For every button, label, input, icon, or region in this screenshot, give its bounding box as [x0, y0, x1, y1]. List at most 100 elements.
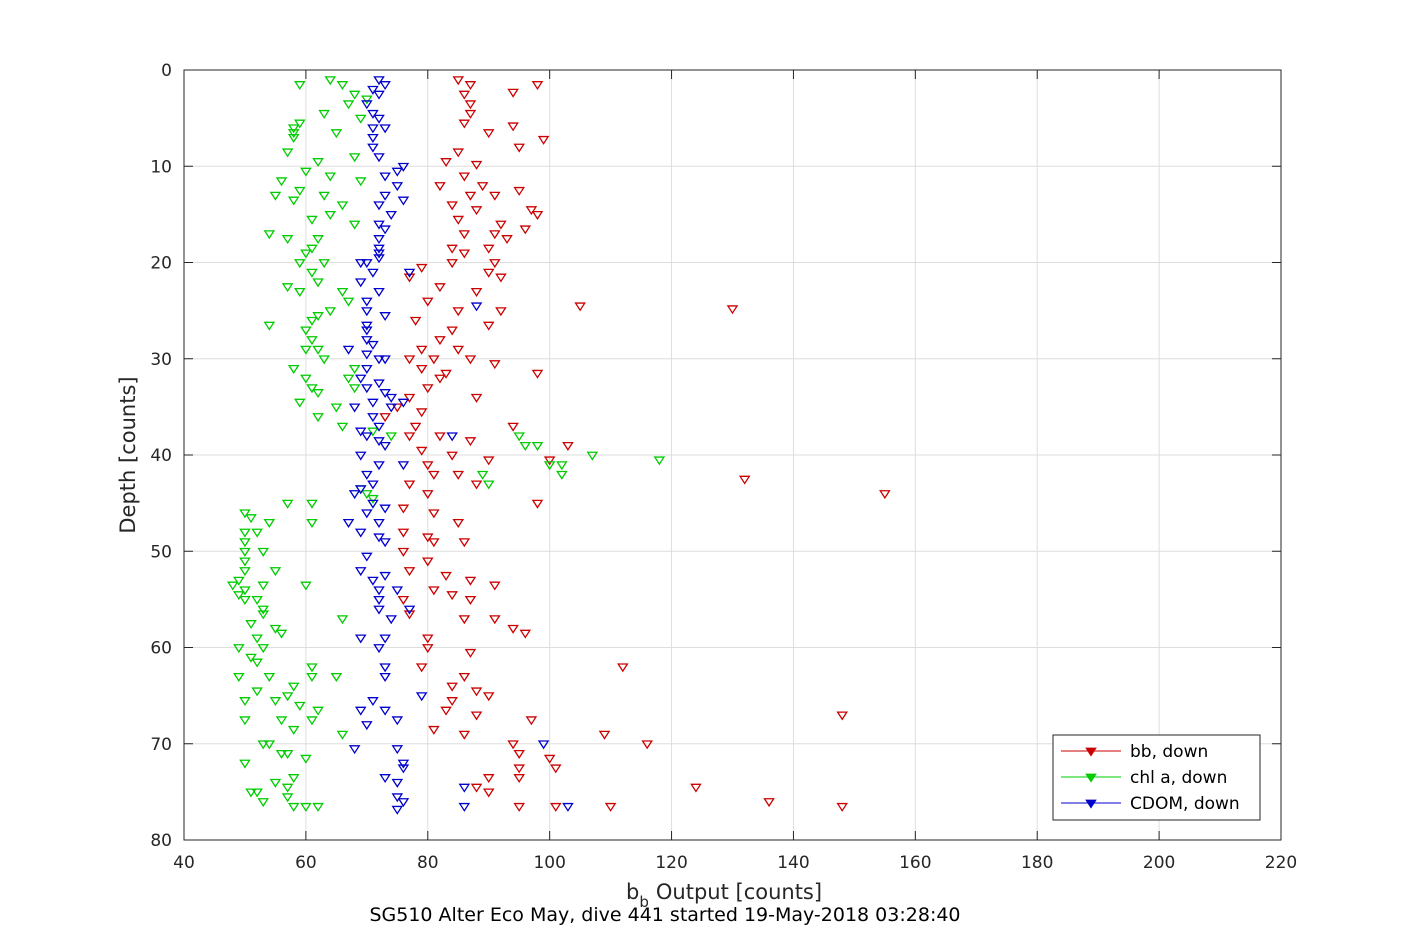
data-point: [361, 321, 373, 331]
data-point: [519, 629, 532, 639]
data-point: [269, 567, 282, 577]
data-point: [495, 307, 507, 317]
data-point: [385, 432, 398, 442]
data-point: [489, 191, 501, 201]
data-point: [403, 610, 416, 620]
data-point: [397, 547, 410, 557]
data-point: [330, 403, 343, 413]
data-point: [464, 576, 477, 586]
x-axis-title-prefix: b: [626, 880, 639, 904]
data-point: [549, 764, 562, 774]
data-point: [361, 364, 373, 374]
data-point: [464, 100, 477, 110]
data-point: [397, 196, 410, 206]
data-point: [428, 725, 440, 735]
data-point: [428, 509, 440, 519]
data-point: [452, 307, 465, 317]
data-point: [403, 605, 416, 615]
y-axis-title: Depth [counts]: [116, 376, 140, 533]
data-point: [275, 749, 288, 759]
data-point: [367, 494, 379, 504]
data-point: [336, 615, 349, 625]
data-point: [464, 109, 477, 119]
data-point: [361, 336, 373, 346]
legend: bb, down chl a, down CDOM, down: [1052, 734, 1261, 821]
data-point: [245, 514, 257, 524]
data-point: [470, 302, 483, 312]
data-point: [531, 210, 544, 220]
data-point: [537, 135, 550, 145]
data-point: [489, 259, 501, 269]
data-point: [836, 802, 848, 812]
data-point: [306, 244, 318, 254]
data-point: [458, 119, 471, 129]
data-point: [507, 422, 519, 432]
data-point: [281, 499, 294, 509]
data-point: [397, 162, 410, 172]
data-point: [239, 595, 251, 605]
data-point: [330, 129, 343, 139]
data-point: [336, 287, 349, 297]
data-point: [482, 480, 495, 490]
data-point: [415, 408, 428, 418]
y-tick-label: 70: [150, 735, 172, 755]
data-point: [415, 446, 428, 456]
data-point: [263, 518, 276, 528]
data-point: [233, 644, 245, 654]
data-point: [403, 355, 416, 365]
data-point: [348, 153, 361, 163]
data-point: [501, 235, 513, 245]
data-point: [300, 581, 312, 591]
data-point: [367, 85, 379, 95]
data-point: [421, 297, 434, 307]
data-point: [397, 504, 410, 514]
data-point: [531, 499, 544, 509]
x-axis: 40 60 80 100 120 140 160 180 200 220: [173, 70, 1297, 873]
data-point: [403, 273, 416, 283]
data-point: [300, 754, 312, 764]
data-point: [391, 778, 404, 788]
data-point: [470, 687, 483, 697]
data-point: [482, 788, 495, 798]
data-point: [312, 706, 324, 716]
data-point: [421, 490, 434, 500]
data-point: [367, 340, 379, 350]
data-point: [226, 581, 239, 591]
data-point: [251, 595, 263, 605]
data-point: [482, 268, 495, 278]
x-tick-label: 60: [295, 853, 317, 873]
data-point: [367, 109, 379, 119]
data-point: [300, 345, 312, 355]
data-point: [373, 518, 385, 528]
data-point: [409, 422, 422, 432]
data-point: [257, 581, 270, 591]
data-point: [690, 783, 702, 793]
data-point: [354, 706, 367, 716]
data-point: [556, 470, 568, 480]
data-point: [507, 88, 519, 98]
y-tick-label: 30: [150, 350, 172, 370]
data-point: [281, 235, 294, 245]
data-point: [239, 509, 251, 519]
data-point: [446, 451, 458, 461]
data-point: [738, 475, 751, 485]
data-point: [263, 672, 276, 682]
data-point: [361, 259, 373, 269]
data-point: [294, 119, 306, 129]
data-point: [531, 81, 544, 91]
figure-caption: SG510 Alter Eco May, dive 441 started 19…: [369, 904, 961, 926]
data-point: [281, 148, 294, 158]
data-point: [361, 490, 373, 500]
data-point: [464, 437, 477, 447]
data-point: [489, 615, 501, 625]
data-point: [251, 528, 263, 538]
data-point: [379, 441, 391, 451]
data-point: [513, 143, 525, 153]
data-point: [354, 451, 367, 461]
y-tick-label: 60: [150, 639, 172, 659]
data-point: [361, 297, 373, 307]
data-point: [434, 336, 446, 346]
data-point: [354, 634, 367, 644]
data-point: [373, 533, 385, 543]
data-point: [452, 76, 465, 86]
